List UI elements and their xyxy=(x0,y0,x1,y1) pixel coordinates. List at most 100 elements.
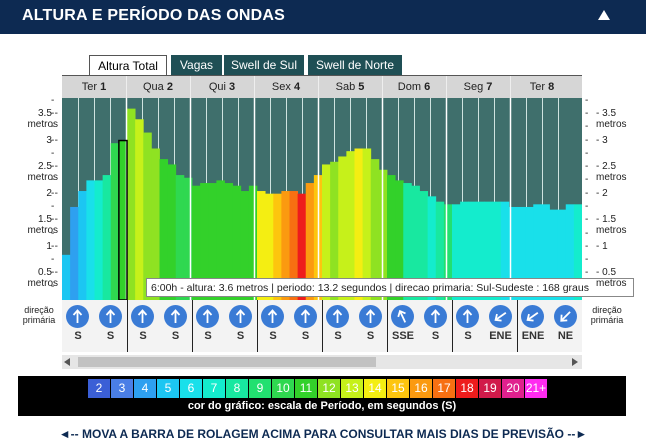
y-minor-tick: - xyxy=(51,94,55,106)
day-label: Dom 6 xyxy=(382,76,446,98)
y-minor-tick: - xyxy=(585,187,589,199)
chart-bar[interactable] xyxy=(557,209,567,300)
day-name: Qua xyxy=(143,81,167,93)
chart-bar[interactable] xyxy=(460,201,469,300)
y-tick-label: - 0.5 xyxy=(596,267,617,279)
y-tick-label: 3 - xyxy=(46,134,58,146)
chart-bar[interactable] xyxy=(127,108,136,300)
chart-bar[interactable] xyxy=(395,180,404,300)
chart-bar[interactable] xyxy=(435,201,445,300)
chart-tooltip: 6:00h - altura: 3.6 metros | periodo: 13… xyxy=(146,278,634,297)
scroll-left-icon[interactable] xyxy=(64,358,70,366)
chart-bar[interactable] xyxy=(354,148,364,301)
tab-swell-de-sul[interactable]: Swell de Sul xyxy=(224,55,304,75)
chart-bar[interactable] xyxy=(305,183,315,300)
wave-height-chart xyxy=(62,98,582,300)
chart-bar[interactable] xyxy=(216,180,225,300)
chart-bar[interactable] xyxy=(541,204,550,300)
chart-bar[interactable] xyxy=(289,191,299,300)
period-scale-swatch: 5 xyxy=(157,379,179,398)
chart-bar[interactable] xyxy=(110,143,120,300)
chart-bar[interactable] xyxy=(151,148,160,301)
chart-bar[interactable] xyxy=(443,204,453,300)
y-minor-tick: - xyxy=(51,280,55,292)
chart-bar[interactable] xyxy=(322,164,331,300)
chart-bar[interactable] xyxy=(183,177,193,300)
chart-bar[interactable] xyxy=(200,183,209,300)
tab-altura-total[interactable]: Altura Total xyxy=(89,55,167,76)
scroll-hint: ◄-- MOVA A BARRA DE ROLAGEM ACIMA PARA C… xyxy=(58,427,588,441)
chart-bar[interactable] xyxy=(192,185,201,300)
chart-bar[interactable] xyxy=(427,196,437,300)
chart-bar[interactable] xyxy=(240,191,250,300)
chart-bar[interactable] xyxy=(248,185,258,300)
y-minor-tick: - xyxy=(585,240,589,252)
chart-bar[interactable] xyxy=(525,206,534,300)
chart-bar[interactable] xyxy=(403,183,412,300)
y-minor-tick: - xyxy=(585,174,589,186)
chart-bar[interactable] xyxy=(208,183,217,300)
chart-bar[interactable] xyxy=(468,201,477,300)
chart-bar[interactable] xyxy=(70,206,79,300)
chart-bar[interactable] xyxy=(549,209,559,300)
chart-bar[interactable] xyxy=(492,201,502,300)
chart-bar[interactable] xyxy=(508,206,518,300)
chart-bar[interactable] xyxy=(265,193,274,300)
direction-cell: S xyxy=(127,300,159,352)
tab-swell-de-norte[interactable]: Swell de Norte xyxy=(308,55,402,75)
day-number: 6 xyxy=(424,81,431,93)
chart-bar[interactable] xyxy=(484,201,494,300)
chart-bar[interactable] xyxy=(273,193,282,300)
horizontal-scrollbar[interactable] xyxy=(62,355,582,369)
chart-bar[interactable] xyxy=(167,164,177,300)
period-scale-swatch: 10 xyxy=(272,379,294,398)
scroll-right-icon[interactable] xyxy=(572,358,578,366)
direction-text: S xyxy=(301,330,310,342)
direction-label-left: direção primária xyxy=(16,305,62,325)
chart-bar[interactable] xyxy=(565,204,575,300)
chart-bar[interactable] xyxy=(143,132,152,300)
chart-bar[interactable] xyxy=(281,191,290,300)
day-separator xyxy=(446,76,447,98)
day-separator xyxy=(318,76,319,98)
scrollbar-thumb[interactable] xyxy=(78,357,376,367)
chart-bar[interactable] xyxy=(370,159,380,300)
chart-bar[interactable] xyxy=(533,204,542,300)
tab-vagas[interactable]: Vagas xyxy=(171,55,222,75)
chart-bar[interactable] xyxy=(362,148,372,301)
chart-bar[interactable] xyxy=(500,201,510,300)
chart-bar[interactable] xyxy=(411,185,420,300)
chart-bar[interactable] xyxy=(330,161,339,300)
chart-bar[interactable] xyxy=(159,159,169,300)
direction-text: S xyxy=(74,330,82,342)
chart-bar[interactable] xyxy=(419,191,429,300)
chart-bar[interactable] xyxy=(452,204,461,300)
y-minor-tick: - xyxy=(585,134,589,146)
collapse-triangle-icon[interactable] xyxy=(598,10,610,20)
chart-bar[interactable] xyxy=(476,201,485,300)
chart-bar[interactable] xyxy=(102,175,112,300)
direction-cell: S xyxy=(322,300,354,352)
chart-bar[interactable] xyxy=(387,175,396,300)
chart-bar[interactable] xyxy=(94,180,104,300)
y-unit-label: metros xyxy=(596,225,627,237)
chart-bar[interactable] xyxy=(257,191,266,300)
chart-bar[interactable] xyxy=(338,156,347,300)
chart-bar[interactable] xyxy=(573,204,582,300)
chart-bar[interactable] xyxy=(175,175,185,300)
direction-cell: NE xyxy=(550,300,582,352)
chart-bar[interactable] xyxy=(118,140,128,300)
y-minor-tick: - xyxy=(585,227,589,239)
chart-bar[interactable] xyxy=(346,151,355,300)
chart-bar[interactable] xyxy=(224,183,234,300)
chart-bar[interactable] xyxy=(62,254,71,300)
chart-bar[interactable] xyxy=(297,193,307,300)
chart-bar[interactable] xyxy=(232,185,242,300)
period-scale-swatch: 19 xyxy=(479,379,501,398)
chart-bar[interactable] xyxy=(86,180,95,300)
y-minor-tick: - xyxy=(51,161,55,173)
chart-bar[interactable] xyxy=(517,206,526,300)
chart-bar[interactable] xyxy=(78,191,87,300)
chart-bar[interactable] xyxy=(135,119,144,300)
direction-day-separator xyxy=(387,300,388,352)
